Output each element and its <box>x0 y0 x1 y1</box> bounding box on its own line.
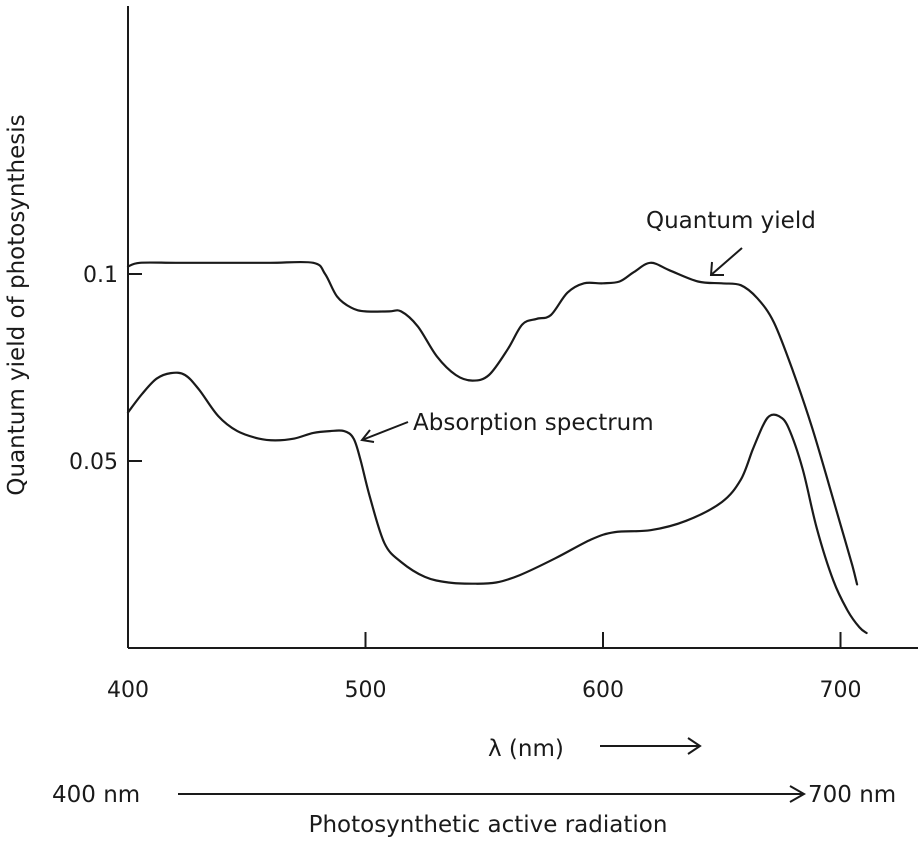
x-tick-label: 400 <box>107 678 149 703</box>
wavelength-label: λ (nm) <box>488 736 564 762</box>
annotation-absorption-spectrum: Absorption spectrum <box>413 410 654 436</box>
wavelength-arrow <box>600 737 702 755</box>
y-ticks: 0.05 0.1 <box>69 263 142 475</box>
y-tick-label: 0.05 <box>69 450 118 475</box>
y-tick-label: 0.1 <box>83 263 118 288</box>
par-end-label: 700 nm <box>808 782 896 808</box>
x-ticks: 400 500 600 700 <box>107 632 862 703</box>
absorption-arrow <box>360 421 409 443</box>
quantum-yield-arrow <box>709 247 743 276</box>
x-tick-label: 700 <box>820 678 862 703</box>
par-start-label: 400 nm <box>52 782 140 808</box>
series-line-absorption-spectrum <box>126 371 868 635</box>
par-label: Photosynthetic active radiation <box>309 812 668 838</box>
annotation-quantum-yield: Quantum yield <box>646 208 816 234</box>
par-range-arrow <box>178 785 807 803</box>
series-line-quantum-yield <box>126 260 859 586</box>
x-tick-label: 600 <box>582 678 624 703</box>
y-axis-title: Quantum yield of photosynthesis <box>4 114 30 495</box>
x-tick-label: 500 <box>345 678 387 703</box>
